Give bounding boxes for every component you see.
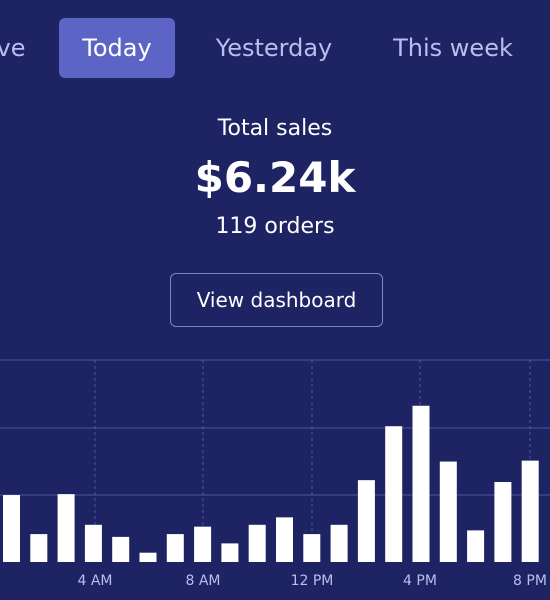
sales-bar[interactable] [385, 426, 403, 562]
sales-bar[interactable] [84, 524, 102, 562]
sales-bar[interactable] [494, 482, 512, 562]
sales-bar[interactable] [112, 536, 130, 562]
x-tick-label: 4 AM [77, 573, 112, 589]
sales-bar[interactable] [248, 524, 266, 562]
sales-bar[interactable] [521, 460, 539, 562]
total-sales-value: $6.24k [194, 153, 356, 202]
sales-bar[interactable] [166, 534, 184, 562]
sales-bar[interactable] [330, 524, 348, 562]
tab-today[interactable]: Today [59, 18, 175, 78]
order-count: 119 orders [215, 214, 335, 239]
sales-bar[interactable] [3, 495, 20, 562]
tab-this-week[interactable]: This week [393, 34, 513, 62]
x-tick-label: 4 PM [403, 573, 437, 589]
sales-bar[interactable] [221, 543, 239, 562]
date-range-tabs: ve Today Yesterday This week [0, 18, 550, 78]
sales-bar[interactable] [276, 517, 293, 562]
sales-summary: Total sales $6.24k 119 orders [0, 112, 550, 244]
total-sales-label: Total sales [217, 116, 333, 141]
hourly-sales-chart: 4 AM 8 AM 12 PM 4 PM 8 PM [0, 359, 550, 589]
sales-bar[interactable] [412, 405, 430, 562]
sales-bar[interactable] [30, 534, 48, 562]
x-tick-label: 12 PM [291, 573, 334, 589]
x-tick-label: 8 PM [513, 573, 547, 589]
sales-bar[interactable] [439, 461, 457, 562]
sales-bar[interactable] [357, 480, 375, 562]
sales-bar[interactable] [194, 526, 212, 562]
tab-live[interactable]: ve [0, 34, 26, 62]
sales-bar[interactable] [303, 534, 321, 562]
sales-bar[interactable] [467, 530, 485, 562]
sales-bar[interactable] [139, 552, 157, 562]
sales-bar[interactable] [57, 494, 75, 562]
view-dashboard-button[interactable]: View dashboard [170, 273, 383, 327]
tab-yesterday[interactable]: Yesterday [215, 34, 333, 62]
x-tick-label: 8 AM [185, 573, 220, 589]
